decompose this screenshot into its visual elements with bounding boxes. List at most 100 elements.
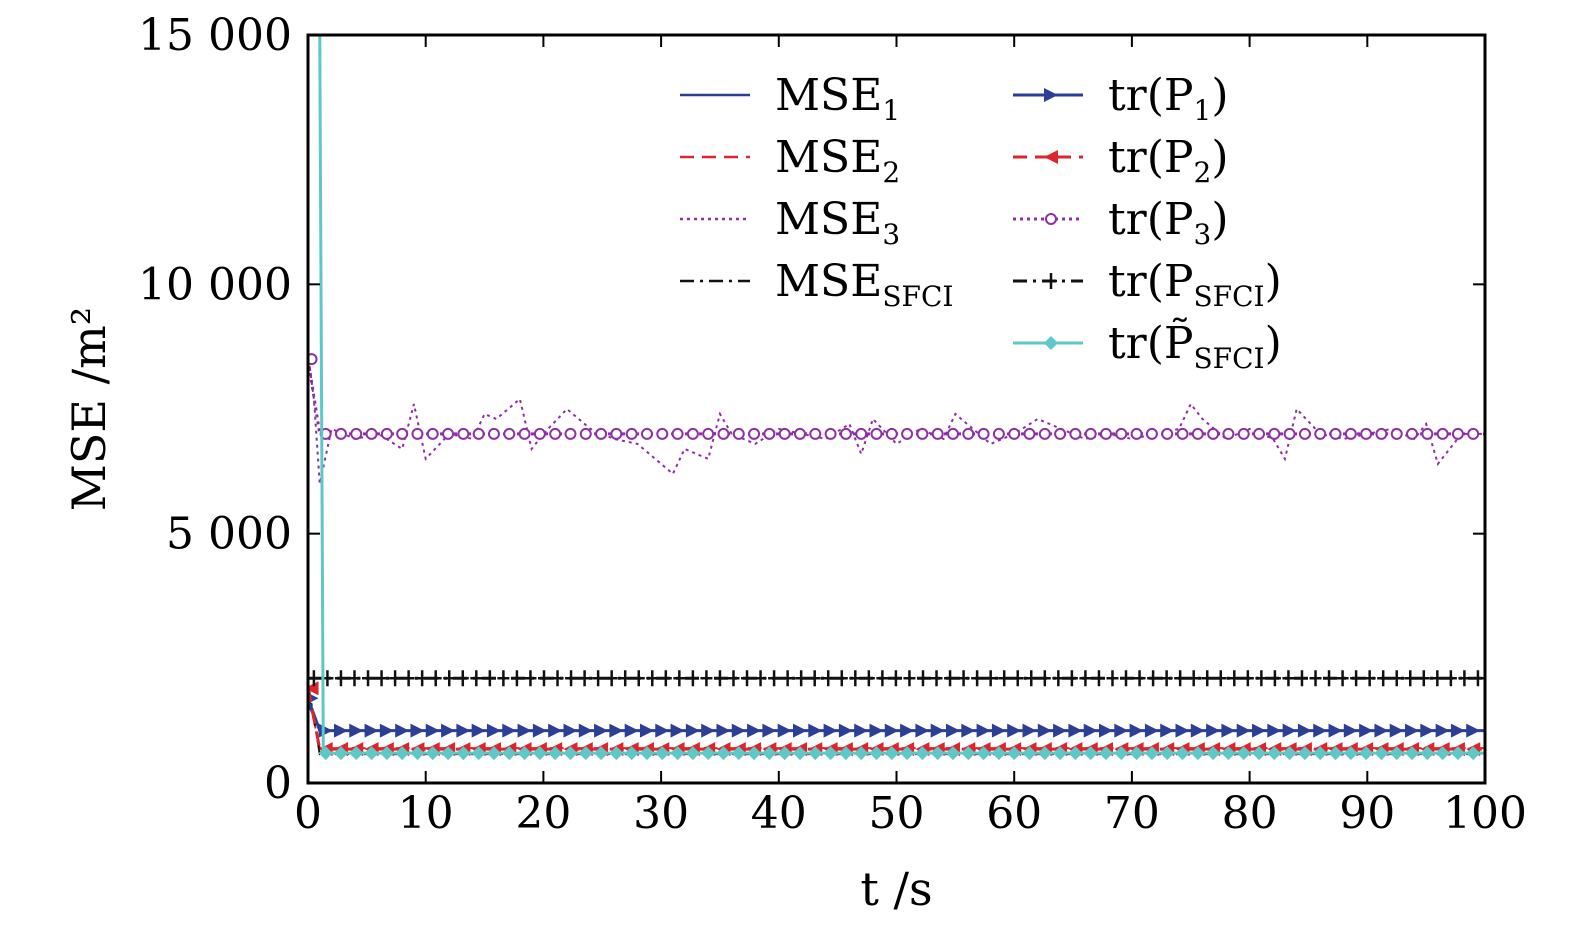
- data-point: [411, 427, 424, 440]
- data-point: [839, 427, 852, 440]
- x-tick-label: 10: [398, 788, 454, 839]
- data-point: [1350, 670, 1363, 687]
- data-point: [957, 670, 970, 687]
- data-point: [518, 427, 531, 440]
- data-point: [1099, 746, 1114, 761]
- data-point: [624, 723, 639, 738]
- data-point: [1187, 670, 1200, 687]
- data-point: [900, 746, 915, 761]
- data-point: [364, 723, 379, 738]
- data-point: [916, 670, 929, 687]
- data-point: [395, 723, 410, 738]
- data-point: [1377, 670, 1390, 687]
- x-tick-label: 80: [1222, 788, 1278, 839]
- data-point: [823, 723, 838, 738]
- data-point: [1147, 670, 1160, 687]
- legend-entry: MSE2: [680, 132, 900, 189]
- data-point: [410, 723, 425, 738]
- data-point: [1214, 670, 1227, 687]
- data-point: [762, 746, 777, 761]
- data-point: [930, 670, 943, 687]
- data-point: [1008, 427, 1021, 440]
- legend-label: tr(P2): [1108, 132, 1229, 189]
- data-point: [700, 670, 713, 687]
- data-point: [1079, 670, 1092, 687]
- data-point: [900, 723, 915, 738]
- data-point: [1336, 670, 1349, 687]
- data-point: [792, 746, 807, 761]
- data-point: [884, 723, 899, 738]
- data-point: [563, 746, 578, 761]
- data-point: [379, 723, 394, 738]
- data-point: [1114, 746, 1129, 761]
- data-point: [930, 746, 945, 761]
- data-point: [713, 670, 726, 687]
- data-point: [1420, 723, 1435, 738]
- data-point: [579, 427, 592, 440]
- x-tick-label: 100: [1443, 788, 1527, 839]
- axis-ticks: 0 10 20 30 40 50 60 70 80 90 100 0 5 000 10 000 15 000: [138, 10, 1527, 839]
- data-point: [809, 427, 822, 440]
- data-point: [991, 723, 1006, 738]
- data-point: [1069, 427, 1082, 440]
- data-point: [971, 670, 984, 687]
- data-point: [1175, 723, 1190, 738]
- data-point: [380, 427, 393, 440]
- data-point: [1161, 427, 1174, 440]
- data-point: [1176, 427, 1189, 440]
- data-point: [855, 427, 868, 440]
- data-point: [944, 670, 957, 687]
- data-point: [517, 746, 532, 761]
- data-point: [425, 746, 440, 761]
- series-MSE3: [308, 354, 1485, 485]
- data-point: [632, 670, 645, 687]
- data-point: [1106, 670, 1119, 687]
- data-point: [945, 746, 960, 761]
- legend-marker: [1044, 88, 1058, 102]
- data-point: [838, 723, 853, 738]
- data-point: [1297, 723, 1312, 738]
- data-point: [655, 746, 670, 761]
- data-point: [763, 427, 776, 440]
- data-point: [551, 670, 564, 687]
- data-point: [992, 427, 1005, 440]
- data-point: [502, 746, 517, 761]
- series-MSE2: [308, 693, 1485, 750]
- data-point: [333, 746, 348, 761]
- data-point: [1252, 723, 1267, 738]
- data-point: [362, 670, 375, 687]
- data-point: [1207, 427, 1220, 440]
- data-point: [610, 427, 623, 440]
- series-line: [308, 687, 1485, 751]
- data-point: [389, 670, 402, 687]
- data-point: [1160, 670, 1173, 687]
- data-point: [425, 723, 440, 738]
- data-point: [594, 746, 609, 761]
- data-point: [517, 723, 532, 738]
- data-point: [1471, 670, 1484, 687]
- data-point: [483, 670, 496, 687]
- data-point: [549, 427, 562, 440]
- series-line: [308, 697, 1485, 733]
- legend: MSE1MSE2MSE3MSESFCItr(P1)tr(P2)tr(P3)tr(…: [680, 70, 1282, 375]
- data-point: [578, 746, 593, 761]
- data-point: [1343, 746, 1358, 761]
- data-point: [1344, 427, 1357, 440]
- data-point: [1267, 723, 1282, 738]
- data-point: [1313, 746, 1328, 761]
- data-point: [416, 670, 429, 687]
- data-point: [685, 746, 700, 761]
- data-point: [441, 723, 456, 738]
- data-point: [624, 746, 639, 761]
- data-point: [1283, 427, 1296, 440]
- data-point: [991, 746, 1006, 761]
- data-point: [532, 746, 547, 761]
- data-point: [456, 746, 471, 761]
- data-point: [1160, 723, 1175, 738]
- data-point: [849, 670, 862, 687]
- data-point: [1145, 427, 1158, 440]
- data-point: [1221, 746, 1236, 761]
- data-point: [639, 746, 654, 761]
- data-point: [1053, 746, 1068, 761]
- data-point: [824, 427, 837, 440]
